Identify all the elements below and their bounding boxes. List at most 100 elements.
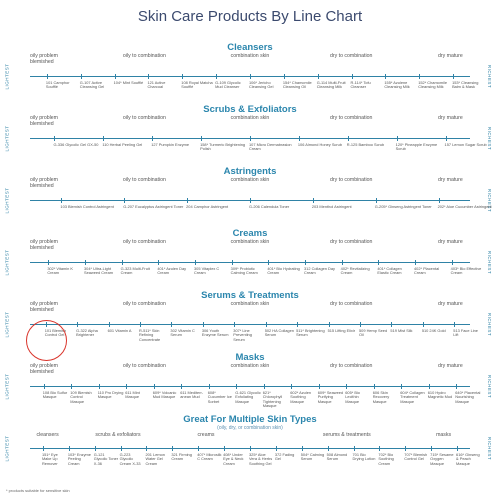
product-label: 158* Turmeric Brightening Polish: [200, 142, 246, 152]
product-label: 508 Almond Serum: [326, 452, 348, 462]
product-tick: [373, 384, 375, 389]
product-label: 605* Bio Lecithin Masque: [345, 390, 360, 404]
product-label: 511* Brightening Serum: [296, 328, 325, 338]
product-label: G-336 Glycolic Gel GX-50: [53, 142, 99, 147]
product-tick: [54, 136, 56, 141]
skin-type-label: oily problem blemished: [30, 115, 58, 127]
product-label: 621* Chlorophyll Tightening Masque: [262, 390, 283, 408]
skin-type-label: oily problem blemished: [30, 301, 58, 313]
product-label: 120* Pineapple Enzyme Scrub: [395, 142, 438, 152]
lightest-label: LIGHTEST: [4, 187, 10, 214]
product-tick: [445, 136, 447, 141]
product-tick: [43, 384, 45, 389]
footnote: * products suitable for sensitive skin: [6, 488, 70, 493]
section-title: Cleansers: [227, 42, 273, 53]
skin-type-label: dry to combination: [329, 363, 373, 369]
product-tick: [187, 198, 188, 203]
skin-type-label: dry to combination: [329, 177, 373, 183]
richest-label: RICHEST: [487, 250, 493, 275]
product-tick: [401, 384, 403, 389]
product-label: G-621 Glycolic Exfoliating Masque: [235, 390, 261, 404]
skin-type-label: oily problem blemished: [30, 363, 58, 375]
product-label: 108 Royal Matcha Soufflé: [181, 80, 213, 90]
product-tick: [298, 136, 300, 141]
product-tick: [297, 322, 298, 327]
lightest-label: LIGHTEST: [4, 373, 10, 400]
product-label: 204 Camphor Astringent: [186, 204, 229, 209]
product-tick: [250, 446, 251, 451]
product-label: 519 Mist Silk: [390, 328, 413, 333]
product-label: 103* Enzyme Peeling Cream: [67, 452, 91, 466]
skin-type-label: combination skin: [230, 239, 270, 245]
product-tick: [114, 74, 116, 79]
product-tick: [94, 446, 96, 451]
product-label: 106* Jericho Cleansing Gel: [249, 80, 274, 90]
skin-type-label: dry mature: [438, 115, 463, 121]
product-tick: [250, 136, 251, 141]
product-label: G-323 Multi-Fruit Cream: [120, 266, 150, 276]
group-label: serums & treatments: [322, 432, 371, 438]
product-label: 515 Lifting Elixir: [327, 328, 356, 333]
product-label: 107 Micro Dermabrasion Cream: [249, 142, 292, 152]
product-label: 108 Bio Sulfur Masque: [42, 390, 68, 400]
group-label: scrubs & exfoliators: [95, 432, 141, 438]
product-tick: [124, 198, 126, 203]
product-label: 403* Bio Effective Cream: [450, 266, 482, 276]
product-label: 609* Seaweed Purifying Masque: [317, 390, 344, 404]
product-tick: [347, 136, 349, 141]
product-label: 307* Line Preventing Serum: [233, 328, 252, 342]
product-tick: [346, 384, 348, 389]
product-label: 153* Cleansing Balm & Mask: [452, 80, 479, 90]
product-tick: [208, 384, 210, 389]
product-tick: [353, 446, 355, 451]
product-label: 401* Azulen Day Cream: [157, 266, 187, 276]
lightest-label: LIGHTEST: [4, 249, 10, 276]
skin-type-label: dry to combination: [329, 53, 373, 59]
product-tick: [153, 384, 155, 389]
skin-type-label: oily to combination: [122, 363, 166, 369]
axis-line: [30, 262, 470, 264]
product-tick: [422, 322, 424, 327]
richest-label: RICHEST: [487, 64, 493, 89]
product-tick: [152, 136, 154, 141]
product-tick: [98, 384, 100, 389]
product-tick: [231, 260, 233, 265]
product-tick: [431, 446, 432, 451]
product-tick: [171, 322, 173, 327]
product-label: R-125 Bamboo Scrub: [346, 142, 385, 147]
product-tick: [351, 74, 353, 79]
richest-label: RICHEST: [487, 436, 493, 461]
product-tick: [172, 446, 174, 451]
group-label: cleansers: [36, 432, 59, 438]
product-tick: [265, 322, 267, 327]
skin-type-label: oily to combination: [122, 177, 166, 183]
skin-type-label: oily to combination: [122, 53, 166, 59]
product-tick: [85, 260, 86, 265]
product-tick: [46, 74, 48, 79]
product-label: 304* Ultra-Light Seaweed Cream: [84, 266, 113, 276]
product-tick: [457, 446, 458, 451]
product-tick: [415, 260, 416, 265]
product-label: 602* Azulen Soothing Masque: [290, 390, 312, 404]
product-tick: [341, 260, 343, 265]
product-label: 101 Camphor Soufflé: [45, 80, 70, 90]
product-tick: [305, 260, 306, 265]
skin-type-label: oily problem blemished: [30, 239, 58, 251]
product-tick: [328, 322, 330, 327]
product-label: 509 Hemp Seed Oil: [359, 328, 388, 338]
product-label: 306 Youth Enzyme Serum: [201, 328, 229, 338]
product-label: 611 Mediterr-anean Mud: [180, 390, 204, 400]
product-label: G-223 Glycolic Cream X-33: [119, 452, 141, 466]
product-label: G-107 Active Cleansing Gel: [79, 80, 105, 90]
product-tick: [283, 74, 285, 79]
product-label: 121 Active Charcoal: [147, 80, 166, 90]
product-label: 155* Azulene Cleansing Milk: [384, 80, 410, 90]
skin-type-label: dry mature: [438, 177, 463, 183]
skin-type-label: dry mature: [438, 363, 463, 369]
product-label: 202* Aloe Cucumber Astringent: [437, 204, 492, 209]
product-label: 203 Menthol Astringent: [311, 204, 352, 209]
product-label: G-109 Glycolic Mud Cleanser: [215, 80, 241, 90]
product-label: 610 Hydro Magnetic Mud: [427, 390, 453, 400]
skin-type-label: oily problem blemished: [30, 177, 58, 189]
product-label: 407* Microsilk C Cream: [197, 452, 222, 462]
